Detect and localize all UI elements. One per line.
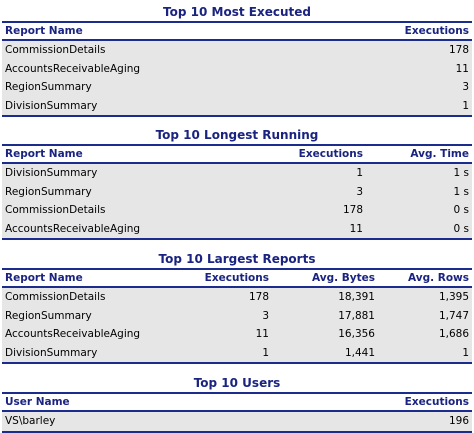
report-name-cell: AccountsReceivableAging — [2, 59, 322, 78]
executions-cell: 3 — [152, 306, 272, 325]
table-row: RegionSummary 3 17,881 1,747 — [2, 306, 472, 325]
table-row: VS\barley 196 — [2, 411, 472, 433]
executions-cell: 11 — [152, 325, 272, 344]
table-header-row: Report Name Executions Avg. Time — [2, 144, 472, 164]
largest-reports-title: Top 10 Largest Reports — [158, 252, 316, 266]
column-header-user-name: User Name — [2, 392, 322, 412]
report-name-cell: RegionSummary — [2, 78, 322, 97]
report-name-cell: RegionSummary — [2, 306, 152, 325]
avg-time-cell: 0 s — [366, 201, 472, 220]
column-header-report-name: Report Name — [2, 268, 152, 288]
report-name-cell: DivisionSummary — [2, 96, 322, 117]
avg-rows-cell: 1,686 — [378, 325, 472, 344]
report-name-cell: CommissionDetails — [2, 40, 322, 60]
largest-reports-table: Report Name Executions Avg. Bytes Avg. R… — [2, 268, 472, 364]
avg-bytes-cell: 1,441 — [272, 343, 378, 364]
executions-cell: 178 — [322, 40, 472, 60]
user-name-cell: VS\barley — [2, 411, 322, 433]
column-header-executions: Executions — [242, 144, 366, 164]
column-header-executions: Executions — [322, 392, 472, 412]
avg-rows-cell: 1,747 — [378, 306, 472, 325]
table-row: AccountsReceivableAging 11 0 s — [2, 219, 472, 240]
table-row: RegionSummary 3 1 s — [2, 182, 472, 201]
executions-cell: 11 — [242, 219, 366, 240]
executions-cell: 196 — [322, 411, 472, 433]
users-table: User Name Executions VS\barley 196 — [2, 392, 472, 433]
table-header-row: Report Name Executions Avg. Bytes Avg. R… — [2, 268, 472, 288]
column-header-report-name: Report Name — [2, 144, 242, 164]
avg-bytes-cell: 16,356 — [272, 325, 378, 344]
longest-running-table: Report Name Executions Avg. Time Divisio… — [2, 144, 472, 240]
avg-time-cell: 0 s — [366, 219, 472, 240]
table-row: RegionSummary 3 — [2, 78, 472, 97]
longest-running-title: Top 10 Longest Running — [155, 128, 319, 142]
most-executed-section: Top 10 Most Executed Report Name Executi… — [0, 3, 474, 117]
executions-cell: 1 — [152, 343, 272, 364]
report-name-cell: RegionSummary — [2, 182, 242, 201]
executions-cell: 1 — [242, 163, 366, 183]
column-header-avg-time: Avg. Time — [366, 144, 472, 164]
avg-time-cell: 1 s — [366, 182, 472, 201]
report-name-cell: AccountsReceivableAging — [2, 325, 152, 344]
largest-reports-section: Top 10 Largest Reports Report Name Execu… — [0, 250, 474, 364]
column-header-avg-rows: Avg. Rows — [378, 268, 472, 288]
executions-cell: 3 — [242, 182, 366, 201]
report-name-cell: CommissionDetails — [2, 201, 242, 220]
executions-cell: 11 — [322, 59, 472, 78]
table-header-row: Report Name Executions — [2, 21, 472, 41]
table-row: CommissionDetails 178 0 s — [2, 201, 472, 220]
most-executed-title: Top 10 Most Executed — [163, 5, 311, 19]
report-name-cell: AccountsReceivableAging — [2, 219, 242, 240]
users-section: Top 10 Users User Name Executions VS\bar… — [0, 374, 474, 433]
table-header-row: User Name Executions — [2, 392, 472, 412]
avg-bytes-cell: 18,391 — [272, 287, 378, 307]
executions-cell: 1 — [322, 96, 472, 117]
column-header-report-name: Report Name — [2, 21, 322, 41]
avg-rows-cell: 1,395 — [378, 287, 472, 307]
table-row: CommissionDetails 178 — [2, 40, 472, 60]
table-row: CommissionDetails 178 18,391 1,395 — [2, 287, 472, 307]
avg-bytes-cell: 17,881 — [272, 306, 378, 325]
report-name-cell: CommissionDetails — [2, 287, 152, 307]
column-header-avg-bytes: Avg. Bytes — [272, 268, 378, 288]
executions-cell: 178 — [152, 287, 272, 307]
column-header-executions: Executions — [152, 268, 272, 288]
users-title: Top 10 Users — [193, 376, 281, 390]
table-row: DivisionSummary 1 1 s — [2, 163, 472, 183]
most-executed-table: Report Name Executions CommissionDetails… — [2, 21, 472, 117]
avg-time-cell: 1 s — [366, 163, 472, 183]
report-name-cell: DivisionSummary — [2, 163, 242, 183]
table-row: AccountsReceivableAging 11 — [2, 59, 472, 78]
table-row: AccountsReceivableAging 11 16,356 1,686 — [2, 325, 472, 344]
table-row: DivisionSummary 1 — [2, 96, 472, 117]
executions-cell: 3 — [322, 78, 472, 97]
table-row: DivisionSummary 1 1,441 1 — [2, 343, 472, 364]
longest-running-section: Top 10 Longest Running Report Name Execu… — [0, 126, 474, 240]
report-name-cell: DivisionSummary — [2, 343, 152, 364]
avg-rows-cell: 1 — [378, 343, 472, 364]
executions-cell: 178 — [242, 201, 366, 220]
column-header-executions: Executions — [322, 21, 472, 41]
